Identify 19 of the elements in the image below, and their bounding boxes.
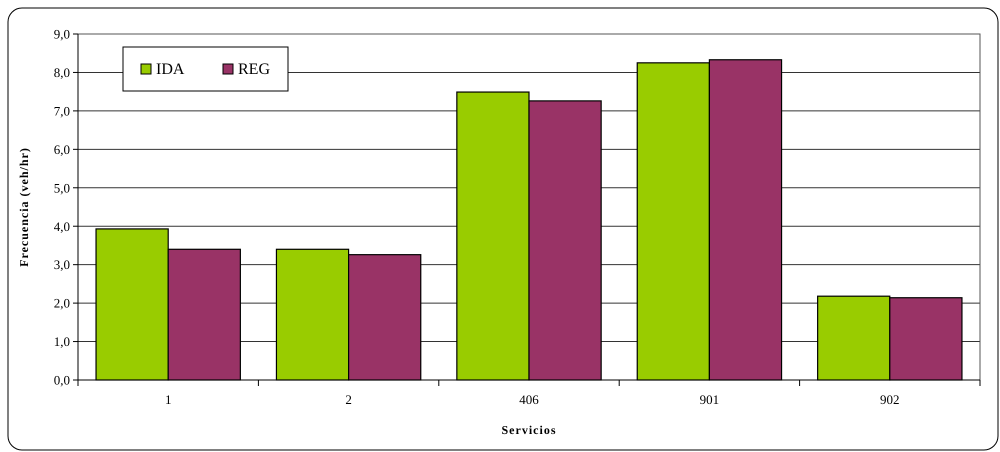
x-tick-label: 2 xyxy=(345,392,352,407)
legend-label: REG xyxy=(238,61,270,78)
y-tick-label: 2,0 xyxy=(54,296,70,311)
x-tick-label: 406 xyxy=(519,392,540,407)
y-tick-label: 4,0 xyxy=(54,218,70,234)
y-tick-label: 3,0 xyxy=(54,257,70,272)
x-tick-label: 901 xyxy=(700,392,720,407)
y-tick-label: 9,0 xyxy=(54,26,70,42)
legend-label: IDA xyxy=(156,61,185,78)
x-axis-title: Servicios xyxy=(502,423,556,437)
y-tick-label: 1,0 xyxy=(54,334,70,350)
y-tick-label: 5,0 xyxy=(54,180,70,196)
y-tick-label: 0,0 xyxy=(54,372,70,388)
x-tick-label: 1 xyxy=(164,392,172,407)
x-tick-label: 902 xyxy=(880,392,900,407)
y-axis-title: Frecuencia (veh/hr) xyxy=(17,147,31,267)
y-tick-label: 7,0 xyxy=(54,103,70,118)
y-tick-label: 8,0 xyxy=(54,64,70,80)
y-tick-label: 6,0 xyxy=(54,142,70,157)
